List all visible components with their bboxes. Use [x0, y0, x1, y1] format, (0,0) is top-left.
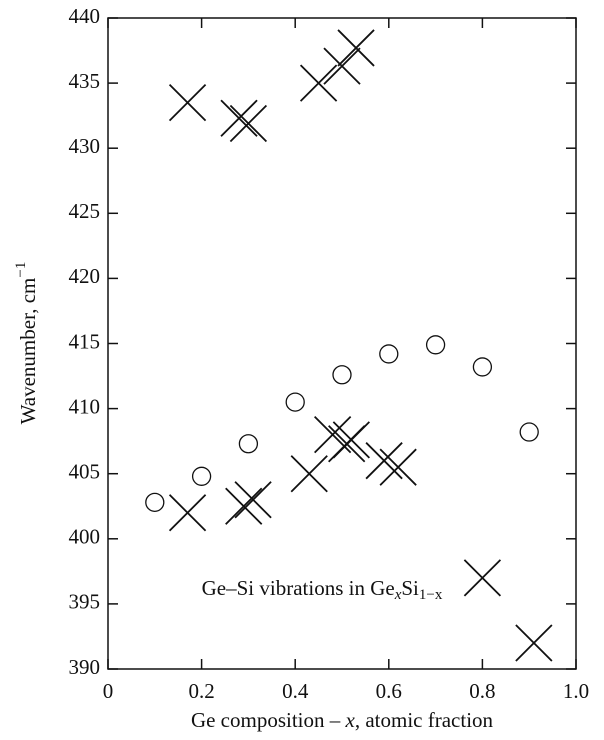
point — [379, 344, 399, 364]
point — [290, 455, 328, 493]
y-tick-label: 420 — [69, 264, 101, 288]
point — [168, 83, 207, 122]
y-tick-label: 415 — [69, 329, 101, 353]
point — [379, 448, 417, 486]
annotation-part: Ge–Si vibrations in Ge — [202, 576, 395, 600]
point — [337, 29, 375, 67]
point — [332, 421, 370, 459]
y-tick-label: 425 — [69, 199, 101, 223]
point — [519, 422, 539, 442]
x-label-part: x — [345, 708, 356, 732]
y-label-part: Wavenumber, cm — [16, 278, 40, 425]
point — [234, 481, 272, 519]
x-tick-label: 0.4 — [282, 679, 309, 703]
y-tick-label: 405 — [69, 460, 101, 484]
point — [332, 365, 352, 385]
point — [425, 335, 446, 355]
x-tick-label: 0.6 — [376, 679, 402, 703]
point — [365, 442, 403, 480]
point — [238, 434, 259, 454]
x-tick-label: 0.8 — [469, 679, 495, 703]
point — [515, 624, 553, 662]
y-tick-label: 435 — [69, 69, 101, 93]
y-tick-label: 410 — [69, 394, 101, 418]
y-axis-label: Wavenumber, cm−1 — [13, 262, 39, 425]
y-tick-label: 390 — [69, 655, 101, 679]
annotation-sub: x — [394, 587, 402, 603]
annotation: Ge–Si vibrations in GexSi1−x — [202, 576, 443, 604]
point — [145, 492, 165, 512]
y-label-sup: −1 — [13, 262, 29, 278]
point — [225, 487, 263, 525]
y-tick-label: 400 — [69, 525, 101, 549]
point — [463, 559, 502, 597]
x-tick-label: 0.2 — [188, 679, 214, 703]
annotation-sub: 1−x — [419, 587, 443, 603]
point — [220, 99, 258, 137]
plot-frame — [107, 17, 577, 670]
x-tick-label: 1.0 — [563, 679, 589, 703]
y-tick-label: 430 — [69, 134, 101, 158]
x-axis-label: Ge composition – x, atomic fraction — [191, 708, 494, 732]
point — [323, 47, 361, 85]
x-label-part: , atomic fraction — [355, 708, 494, 732]
point — [168, 494, 207, 532]
y-tick-label: 395 — [69, 590, 101, 614]
point — [285, 392, 305, 412]
y-tick-label: 440 — [69, 4, 101, 28]
x-label-part: Ge composition – — [191, 708, 346, 732]
x-tick-label: 0 — [103, 679, 114, 703]
point — [191, 466, 212, 486]
point — [472, 357, 493, 377]
annotation-part: Si — [401, 576, 419, 600]
point — [229, 104, 268, 143]
point — [299, 64, 338, 102]
